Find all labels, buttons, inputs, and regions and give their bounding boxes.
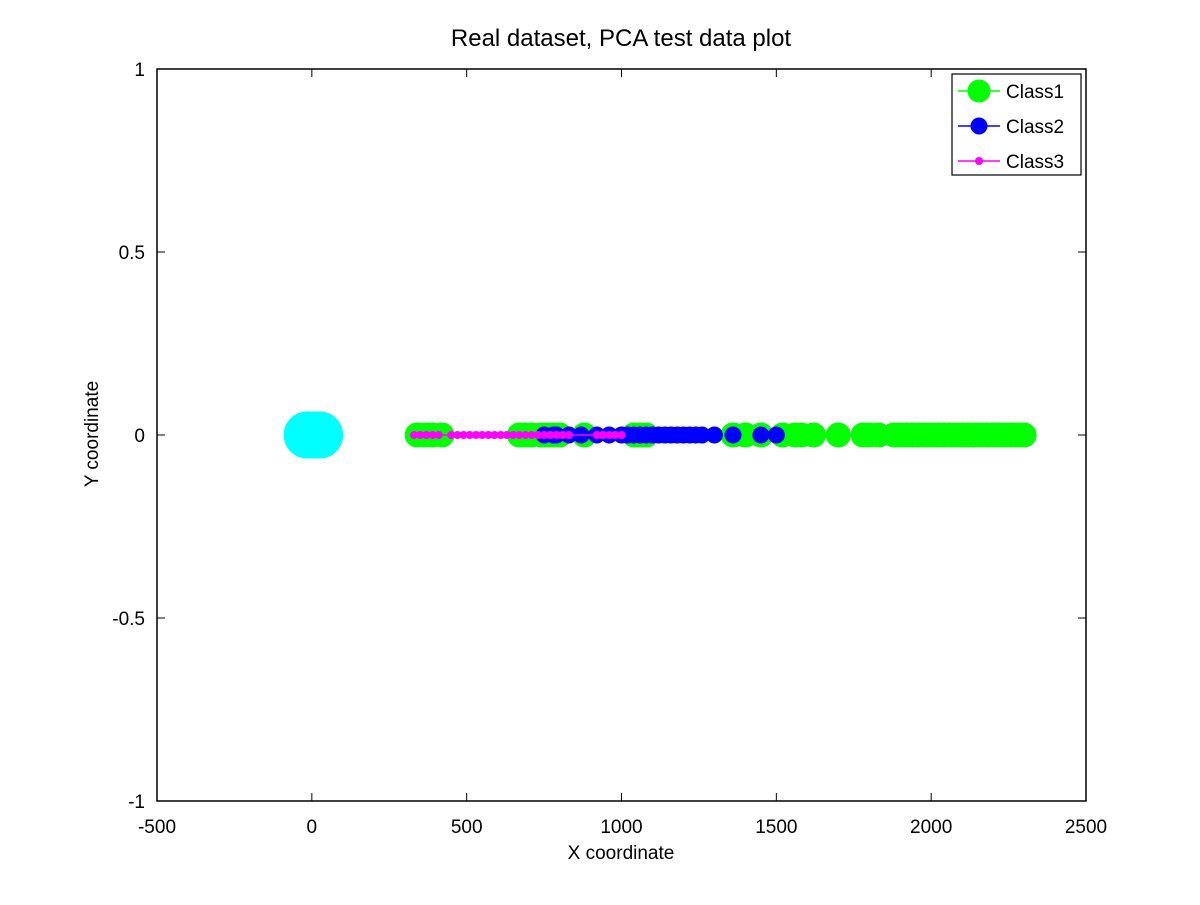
legend-swatch-marker xyxy=(975,157,983,165)
legend-entry-class3: Class3 xyxy=(958,152,1064,173)
cyan-series-point xyxy=(296,411,344,459)
legend-entry-class2: Class2 xyxy=(958,117,1064,138)
class2-point xyxy=(705,426,723,444)
x-tick-label: -500 xyxy=(138,817,176,838)
cyan-series-series xyxy=(283,411,344,459)
legend-label-class1: Class1 xyxy=(1006,82,1064,103)
class1-point xyxy=(1011,422,1037,448)
legend-swatch-marker xyxy=(970,117,988,135)
legend: Class1 Class2 Class3 xyxy=(951,73,1082,176)
class2-series xyxy=(535,426,785,444)
y-tick-label: 0.5 xyxy=(119,243,145,264)
y-tick-label: 0 xyxy=(134,426,145,447)
x-tick-label: 500 xyxy=(451,817,483,838)
y-tick-label: -0.5 xyxy=(112,609,145,630)
legend-entry-class1: Class1 xyxy=(958,79,1064,103)
x-tick-label: 1500 xyxy=(755,817,797,838)
class2-point xyxy=(724,426,742,444)
legend-swatch-marker xyxy=(967,79,991,103)
legend-label-class3: Class3 xyxy=(1006,152,1064,173)
plot-marks xyxy=(283,411,1037,459)
class3-point xyxy=(434,431,443,439)
class1-point xyxy=(800,422,826,448)
class3-series xyxy=(410,431,626,439)
class2-point xyxy=(752,426,770,444)
x-tick-label: 0 xyxy=(307,817,318,838)
y-tick-label: -1 xyxy=(128,792,145,813)
x-axis-label: X coordinate xyxy=(568,843,675,864)
x-tick-label: 1000 xyxy=(600,817,642,838)
class3-point xyxy=(564,431,573,439)
class2-point xyxy=(767,426,785,444)
chart-title: Real dataset, PCA test data plot xyxy=(451,25,792,52)
y-axis-label: Y coordinate xyxy=(82,381,103,487)
x-tick-label: 2000 xyxy=(910,817,952,838)
class1-point xyxy=(825,422,851,448)
y-tick-label: 1 xyxy=(134,60,145,81)
x-tick-label: 2500 xyxy=(1065,817,1107,838)
legend-label-class2: Class2 xyxy=(1006,117,1064,138)
class3-point xyxy=(617,431,626,439)
axis-ticks: -500 0 500 1000 1500 2000 2500 -1 -0.5 0 0.5 1 xyxy=(112,60,1107,838)
